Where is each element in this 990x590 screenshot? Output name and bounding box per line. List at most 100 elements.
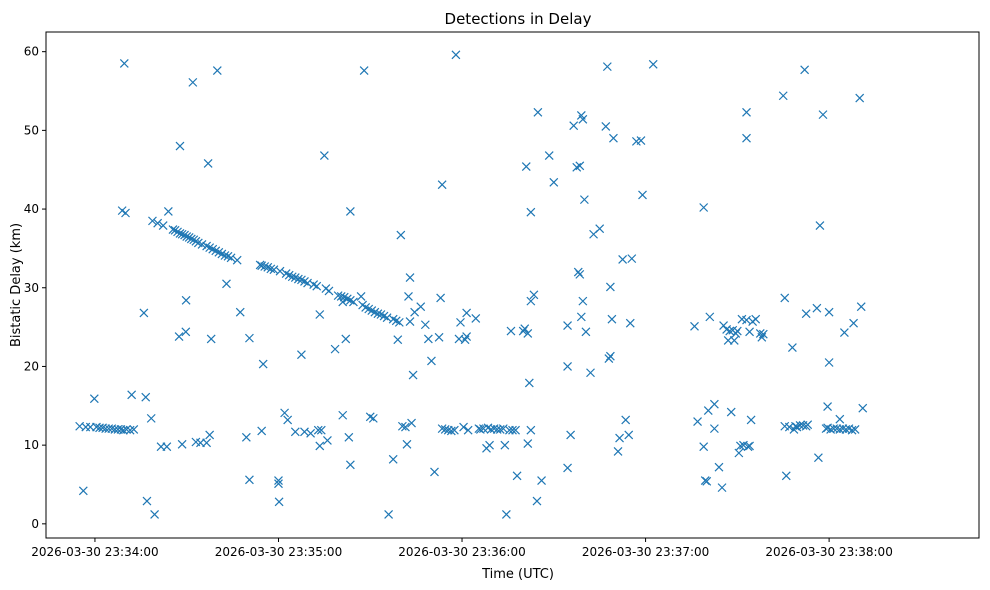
data-point [780, 293, 790, 303]
data-point [203, 158, 213, 168]
data-point [537, 476, 546, 485]
data-point [287, 272, 297, 282]
data-point [245, 333, 254, 343]
data-point [725, 326, 735, 336]
x-tick-label: 2026-03-30 23:37:00 [582, 545, 709, 559]
data-point [388, 454, 398, 464]
data-point [581, 327, 591, 337]
data-point [566, 430, 576, 440]
data-point [520, 324, 530, 334]
data-point [205, 430, 215, 440]
y-tick-label: 20 [24, 359, 39, 373]
data-point [407, 418, 416, 428]
data-point [306, 428, 316, 438]
data-point [232, 255, 242, 265]
data-point [638, 190, 647, 200]
data-point [729, 336, 739, 345]
data-point [462, 308, 472, 318]
data-point [316, 425, 326, 435]
data-point [427, 356, 436, 366]
data-point [315, 310, 325, 319]
data-point [349, 297, 358, 307]
data-point [714, 462, 724, 472]
data-point [579, 195, 589, 205]
data-point [142, 496, 152, 506]
data-point [319, 151, 329, 160]
data-point [818, 110, 828, 120]
data-point [384, 509, 394, 519]
data-point [241, 432, 251, 442]
data-point [356, 291, 366, 301]
data-point [220, 251, 230, 260]
data-point [858, 403, 868, 413]
data-point [778, 91, 788, 101]
data-point [835, 414, 845, 424]
data-point [437, 180, 447, 190]
data-point [188, 77, 198, 87]
data-point [280, 408, 290, 418]
data-point [153, 218, 163, 228]
data-point [850, 424, 860, 434]
data-point [544, 151, 554, 160]
data-point [89, 394, 99, 404]
data-point [420, 320, 430, 330]
data-point [324, 286, 334, 296]
data-point [602, 62, 612, 72]
data-point [532, 496, 542, 506]
data-point [266, 264, 276, 274]
data-point [300, 277, 309, 286]
data-point [175, 141, 185, 151]
x-tick-label: 2026-03-30 23:34:00 [31, 545, 158, 559]
data-point [717, 483, 727, 493]
data-point [702, 476, 712, 486]
data-point [648, 59, 658, 69]
y-axis-label: Bistatic Delay (km) [9, 223, 24, 347]
data-point [847, 425, 857, 435]
data-point [125, 425, 135, 435]
data-point [139, 308, 149, 318]
data-point [523, 328, 533, 338]
plot-frame [45, 31, 980, 539]
data-point [745, 327, 754, 337]
data-point [690, 321, 699, 331]
data-point [705, 312, 715, 322]
data-point [501, 509, 511, 519]
data-point [512, 471, 522, 481]
data-point [330, 344, 340, 354]
data-point [742, 107, 751, 117]
data-point [726, 407, 736, 417]
data-point [456, 317, 465, 327]
data-point [174, 332, 184, 341]
data-point [338, 410, 348, 420]
data-point [621, 415, 631, 425]
data-point [615, 433, 624, 443]
data-point [274, 479, 283, 489]
data-point [751, 314, 761, 324]
chart-title: Detections in Delay [445, 10, 592, 28]
data-point [393, 335, 403, 345]
data-point [323, 435, 332, 445]
data-point [416, 302, 426, 312]
data-point [359, 66, 369, 75]
data-point [613, 447, 623, 456]
data-point [855, 93, 865, 103]
data-point [526, 207, 536, 217]
data-point [745, 441, 754, 451]
data-point [394, 317, 404, 327]
data-point [746, 415, 756, 425]
data-point [121, 208, 130, 218]
data-point [379, 311, 389, 321]
data-point [526, 425, 536, 435]
data-point [734, 448, 744, 458]
data-point [290, 427, 300, 437]
data-point [732, 326, 742, 336]
data-point [206, 334, 216, 344]
data-point [533, 107, 543, 117]
data-point [824, 358, 834, 367]
data-point [404, 291, 413, 301]
data-point [815, 221, 825, 231]
data-point [405, 317, 415, 327]
data-point [781, 471, 791, 481]
y-tick-label: 50 [24, 123, 39, 137]
